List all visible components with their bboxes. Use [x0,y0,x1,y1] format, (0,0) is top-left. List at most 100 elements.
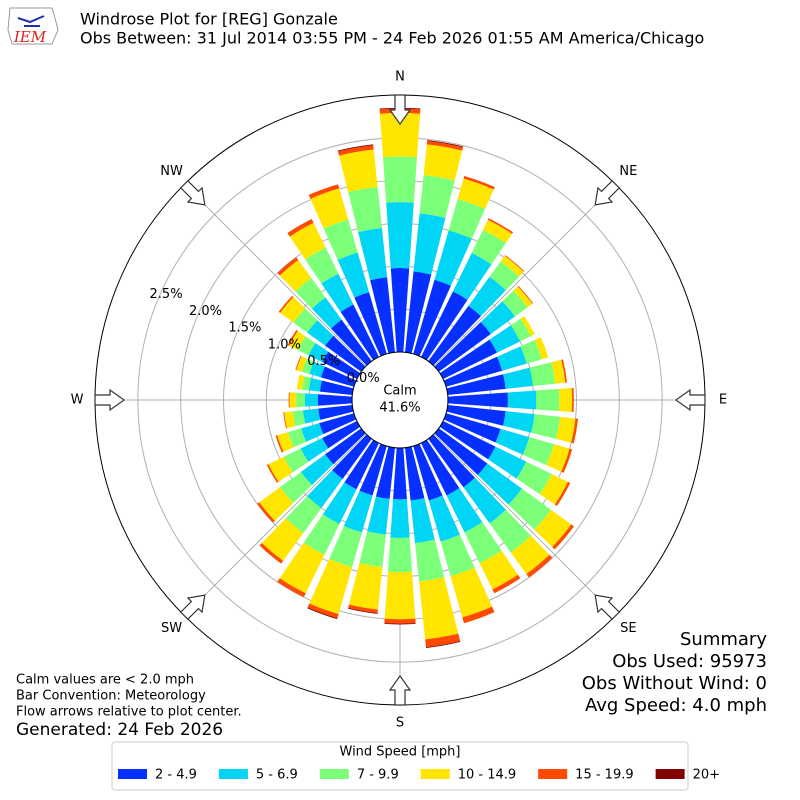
wedge [300,454,334,486]
legend-swatch [118,769,147,779]
wedge [510,318,531,342]
wedge [386,202,414,269]
wedge [319,413,357,435]
wedge [277,257,299,276]
wedge [295,355,302,371]
wedge [301,376,312,391]
wedge [297,336,316,356]
wedge [303,514,340,555]
wedge [489,509,531,553]
wedge [261,518,304,561]
wedge [440,534,475,577]
wedge [489,325,521,353]
wedge [446,374,506,395]
wedge [384,618,416,624]
wedge [552,524,574,550]
wedge [279,542,325,594]
wedge [434,230,472,286]
flow-arrow [388,94,412,126]
wedge [257,502,275,523]
wedge [448,199,486,239]
wedge [343,490,373,533]
wedge [338,145,374,156]
wedge [332,434,372,480]
wedge [307,470,343,509]
wedge [322,351,361,379]
wedge [279,259,312,292]
flow-arrow-shape [179,179,206,206]
wedge [443,356,503,387]
wedge [421,291,468,361]
wedge [495,428,530,455]
wedge [325,428,366,465]
wedge [309,361,325,378]
wedge [320,366,357,387]
wedge [305,247,339,284]
flow-arrow-shape [594,179,621,206]
spoke [183,183,367,367]
wedge [268,456,293,482]
wedge [419,175,455,218]
spoke [433,183,617,367]
wedge [329,526,362,568]
r-tick-label: 1.0% [268,337,301,352]
wedge [463,477,506,524]
wedge [347,607,378,614]
flow-arrow-shape [179,594,206,621]
flow-arrow [594,594,621,621]
wedge [425,633,461,648]
wedge [384,571,416,620]
flow-arrow [94,388,126,412]
wedge [450,567,492,618]
r-tick-label: 0.0% [347,371,380,386]
note: Bar Convention: Meteorology [16,689,206,704]
wedge [463,175,495,190]
wedge [287,219,314,237]
wedge [308,377,322,392]
note: Flow arrows relative to plot center. [16,705,242,720]
wedge [529,362,556,387]
wedge [359,531,386,568]
wedge [322,421,361,449]
wedge [497,346,527,371]
wedge [489,261,520,291]
legend-title: Wind Speed [mph] [340,745,461,760]
wedge [534,337,549,360]
flow-arrow [179,179,206,206]
r-tick-label: 0.5% [307,354,340,369]
compass-label: W [71,393,84,408]
wedge [330,319,372,366]
summary-line: Obs Used: 95973 [612,651,767,672]
wedge [283,412,287,429]
wedge [546,444,570,472]
flow-arrow [179,594,206,621]
wedge [339,149,378,193]
calm-circle [351,351,449,449]
summary-title: Summary [680,629,767,650]
wedge [296,374,305,390]
wedge [289,331,306,351]
wedge [558,387,573,413]
legend-label: 15 - 19.9 [575,768,633,783]
legend-label: 20+ [693,768,720,783]
wedge [471,229,506,265]
wedge [502,290,528,317]
wedge [280,297,306,323]
wedge [289,392,297,408]
wedge [348,186,382,233]
wedge [427,140,464,148]
wedge [516,461,552,495]
wedge [278,295,294,313]
wedge [413,213,446,275]
wedge [535,388,560,412]
wedge [287,428,307,448]
wedge [307,320,334,346]
wedge [468,276,506,317]
legend-swatch [218,769,248,779]
logo-text: IEM [13,28,47,46]
r-tick-label: 2.0% [189,304,222,319]
wedge [443,413,501,443]
legend-swatch [655,769,685,779]
wedge [488,446,527,479]
